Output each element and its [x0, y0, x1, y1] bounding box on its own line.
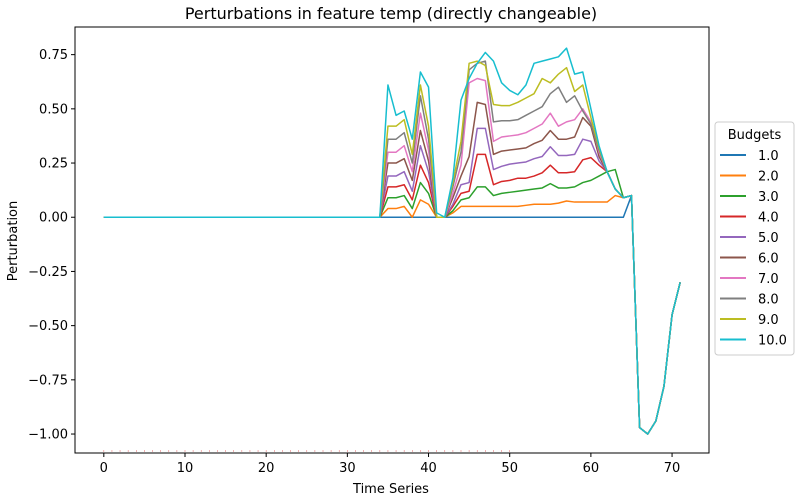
chart-title: Perturbations in feature temp (directly …	[185, 4, 597, 23]
series-line-2.0	[103, 194, 681, 435]
x-axis-label: Time Series	[352, 482, 429, 497]
y-axis-label: Perturbation	[6, 201, 21, 282]
x-tick-label: 0	[100, 461, 108, 476]
series-line-4.0	[103, 153, 681, 435]
series-line-10.0	[103, 47, 681, 435]
y-tick-label: 0.00	[39, 211, 68, 226]
x-tick-label: 50	[501, 461, 518, 476]
x-tick-label: 70	[664, 461, 681, 476]
y-tick-label: 0.25	[39, 157, 68, 172]
legend-label-3.0: 3.0	[758, 190, 779, 205]
series-line-9.0	[103, 60, 681, 435]
series-layer	[103, 47, 681, 435]
y-tick-label: 0.75	[39, 48, 68, 63]
y-tick-label: −0.75	[28, 373, 68, 388]
x-tick-label: 30	[339, 461, 356, 476]
x-axis: 0 10 20 30 40 50 60 70	[100, 453, 681, 476]
series-line-5.0	[103, 127, 681, 435]
y-axis: 0.75 0.50 0.25 0.00 −0.25 −0.50 −0.75 −1.00	[28, 48, 75, 443]
legend-label-9.0: 9.0	[758, 313, 779, 328]
y-tick-label: −0.50	[28, 319, 68, 334]
plot-frame	[74, 26, 710, 454]
legend-label-6.0: 6.0	[758, 252, 779, 267]
x-tick-label: 20	[258, 461, 275, 476]
legend-label-8.0: 8.0	[758, 293, 779, 308]
y-tick-label: −1.00	[28, 428, 68, 443]
legend: Budgets 1.0 2.0 3.0 4.0 5.0 6.0 7.0 8.0 9.0 10.0	[714, 121, 795, 356]
legend-label-4.0: 4.0	[758, 211, 779, 226]
legend-label-5.0: 5.0	[758, 231, 779, 246]
legend-label-7.0: 7.0	[758, 272, 779, 287]
x-tick-label: 10	[177, 461, 194, 476]
x-tick-label: 60	[583, 461, 600, 476]
legend-label-10.0: 10.0	[758, 334, 787, 349]
y-tick-label: −0.25	[28, 265, 68, 280]
legend-label-2.0: 2.0	[758, 170, 779, 185]
x-tick-label: 40	[420, 461, 437, 476]
series-line-1.0	[103, 194, 681, 435]
y-tick-label: 0.50	[39, 102, 68, 117]
legend-title: Budgets	[728, 128, 782, 143]
legend-box	[714, 121, 795, 356]
legend-items: 1.0 2.0 3.0 4.0 5.0 6.0 7.0 8.0 9.0 10.0	[720, 149, 787, 349]
series-line-8.0	[103, 60, 681, 435]
legend-label-1.0: 1.0	[758, 149, 779, 164]
x-axis-minor-marks	[103, 450, 511, 452]
